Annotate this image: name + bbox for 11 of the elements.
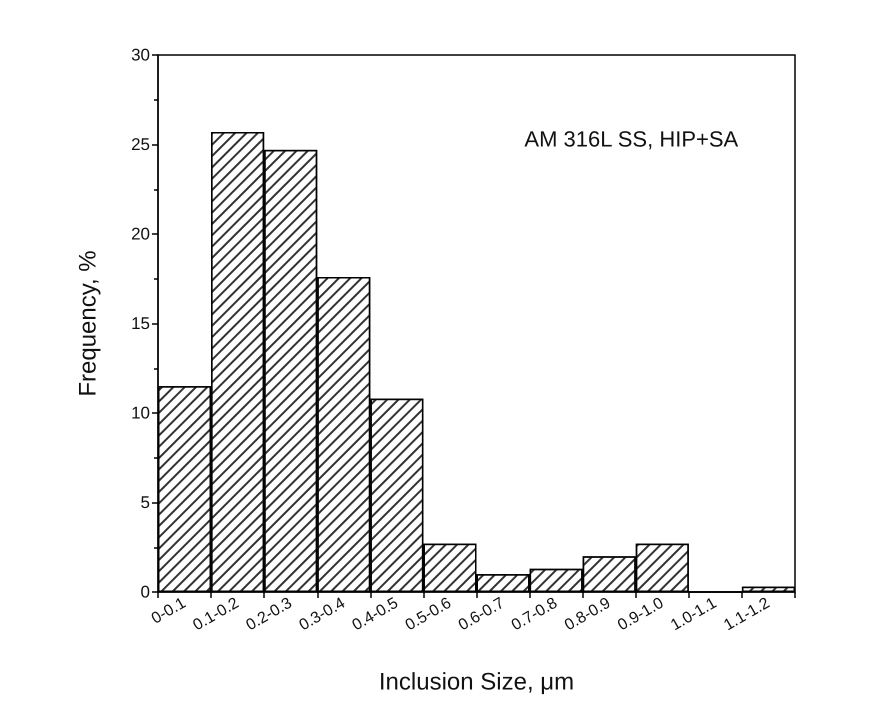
y-tick-label: 30 — [131, 46, 150, 64]
y-tick-label: 25 — [131, 135, 150, 154]
y-tick-label: 5 — [140, 493, 150, 512]
x-tick-label: 0-0.1 — [148, 594, 189, 628]
annotation: AM 316L SS, HIP+SA — [524, 126, 739, 152]
y-tick-label: 10 — [131, 404, 150, 422]
x-axis-title: Inclusion Size, μm — [378, 668, 574, 696]
y-tick-label: 15 — [131, 314, 150, 333]
y-tick-label: 20 — [131, 224, 150, 244]
y-tick-label: 0 — [140, 582, 150, 602]
y-axis-title: Frequency, % — [74, 250, 102, 397]
